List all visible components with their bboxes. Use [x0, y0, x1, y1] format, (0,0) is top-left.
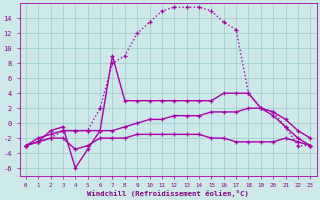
X-axis label: Windchill (Refroidissement éolien,°C): Windchill (Refroidissement éolien,°C)	[87, 190, 249, 197]
